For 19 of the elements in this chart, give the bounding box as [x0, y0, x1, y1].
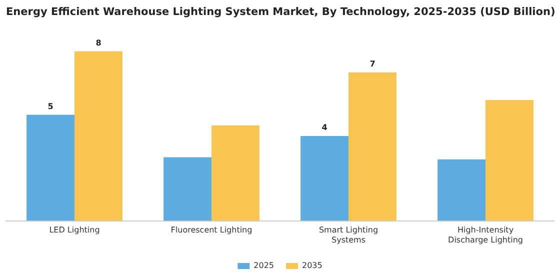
- bar: [300, 136, 348, 221]
- bar: [348, 72, 396, 221]
- x-tick-label: Fluorescent Lighting: [170, 226, 252, 235]
- bar: [212, 125, 260, 221]
- bar: [486, 100, 534, 221]
- data-label: 8: [96, 38, 102, 48]
- legend-label: 2025: [254, 261, 274, 270]
- chart-title: Energy Efficient Warehouse Lighting System Market, By Technology, 2025-2035 (USD Billion): [6, 6, 556, 18]
- data-label: 4: [322, 123, 328, 132]
- bar: [74, 51, 122, 221]
- x-tick-label: High-Intensity Discharge Lighting: [448, 226, 523, 244]
- x-tick-label: LED Lighting: [49, 226, 100, 235]
- bar: [438, 159, 486, 221]
- data-label: 5: [48, 102, 54, 111]
- x-tick-label: Smart Lighting Systems: [318, 226, 378, 244]
- bar: [26, 114, 74, 221]
- bar: [164, 157, 212, 221]
- data-label: 7: [370, 59, 376, 68]
- legend-label: 2035: [302, 261, 322, 270]
